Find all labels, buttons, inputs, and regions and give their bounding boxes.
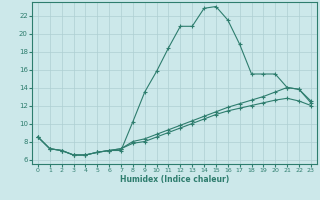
X-axis label: Humidex (Indice chaleur): Humidex (Indice chaleur) — [120, 175, 229, 184]
